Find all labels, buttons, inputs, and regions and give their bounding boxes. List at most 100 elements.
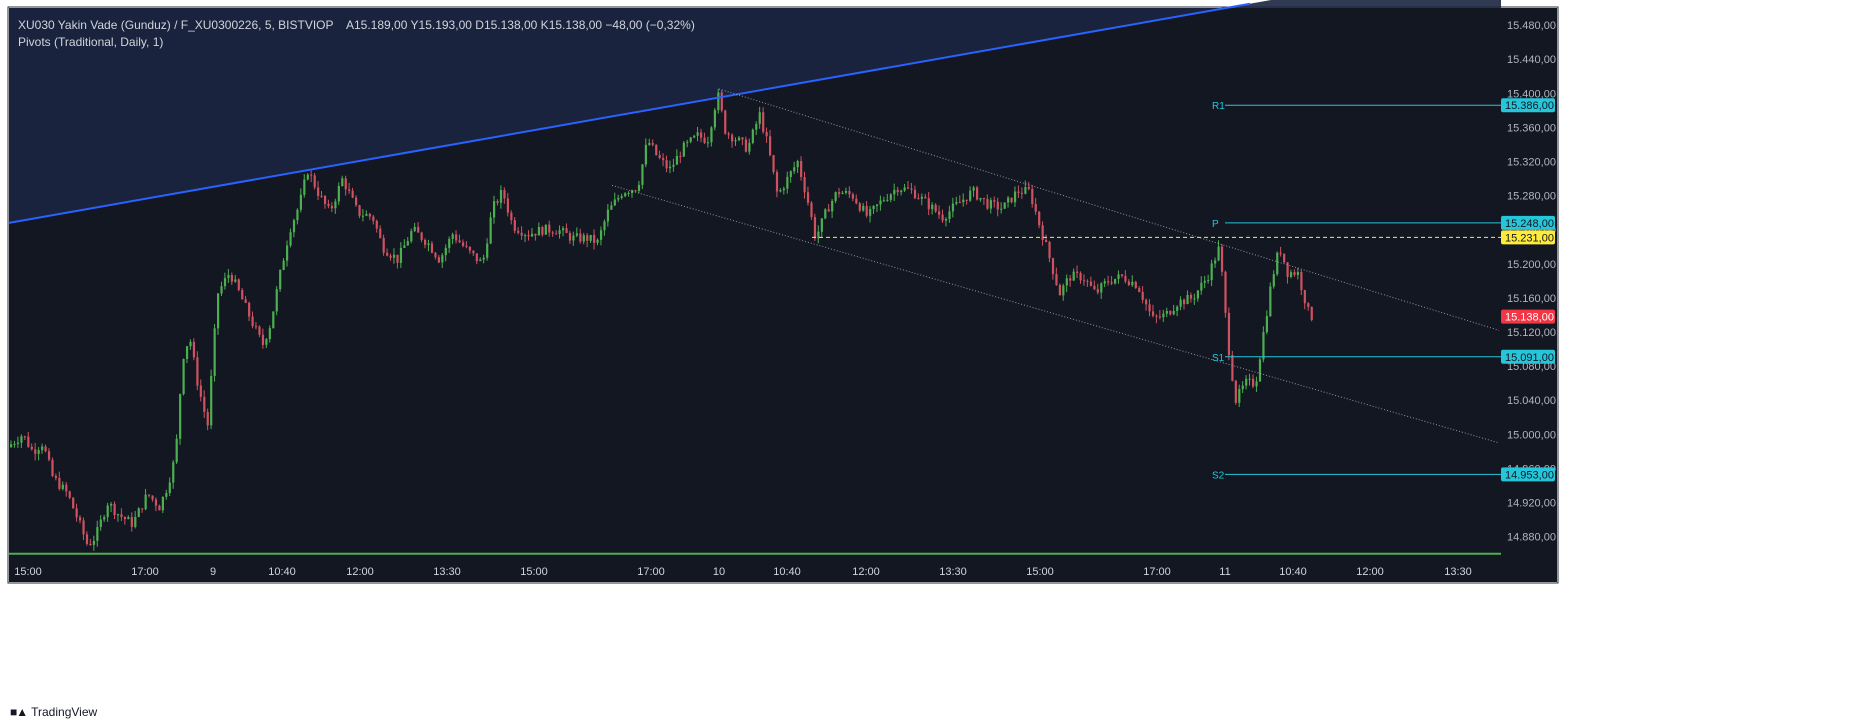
candle-body — [279, 269, 282, 290]
candle-body — [75, 508, 78, 518]
candle-body — [1186, 294, 1189, 305]
candle-body — [361, 215, 365, 217]
candle-body — [1048, 241, 1051, 259]
time-tick-label: 10:40 — [268, 566, 296, 578]
trend-line-channel-lower[interactable] — [611, 184, 1500, 444]
candle-body — [258, 326, 261, 335]
last-price-tag-bg — [1501, 309, 1555, 324]
candle-body — [99, 519, 102, 528]
candle-body — [130, 517, 133, 527]
candle-body — [348, 189, 351, 191]
candle-body — [862, 205, 865, 211]
candle-body — [634, 190, 637, 192]
candle-body — [241, 290, 244, 300]
candle-body — [323, 195, 327, 204]
candle-body — [437, 257, 440, 263]
candle-body — [1172, 310, 1175, 315]
price-tick-label: 15.000,00 — [1507, 429, 1556, 441]
candle-body — [1058, 284, 1061, 296]
candle-body — [530, 233, 534, 237]
trend-line-resistance[interactable] — [8, 2, 1251, 224]
candle-body — [1045, 240, 1048, 242]
price-tick-label: 15.160,00 — [1507, 293, 1556, 305]
candle-body — [68, 491, 71, 498]
candle-body — [448, 238, 451, 248]
candle-body — [651, 143, 654, 145]
candle-body — [1214, 260, 1217, 264]
legend-close-value: 15.138,00 — [548, 18, 603, 32]
candle-body — [106, 505, 109, 518]
candle-body — [375, 220, 378, 229]
candle-body — [179, 394, 182, 439]
candle-body — [499, 189, 503, 203]
candle-body — [562, 228, 565, 231]
candle-body — [389, 255, 392, 258]
candle-body — [503, 189, 506, 199]
candle-body — [161, 496, 164, 511]
candle-body — [537, 226, 541, 236]
candle-body — [444, 247, 447, 256]
time-tick-label: 15:00 — [520, 566, 548, 578]
candle-body — [1224, 271, 1227, 313]
candle-body — [1103, 281, 1106, 284]
time-tick-label: 17:00 — [637, 566, 665, 578]
candle-body — [1096, 289, 1099, 293]
candle-body — [744, 139, 748, 152]
candle-body — [472, 250, 475, 254]
candle-body — [1272, 274, 1275, 287]
candle-body — [555, 233, 558, 235]
time-tick-label: 13:30 — [433, 566, 461, 578]
candle-body — [1093, 285, 1096, 290]
candle-body — [1165, 310, 1168, 314]
pivot-label-s1: S1 — [1212, 353, 1225, 364]
candle-body — [303, 179, 306, 195]
legend-open-value: 15.189,00 — [354, 18, 408, 32]
candle-body — [989, 200, 992, 209]
candle-body — [565, 228, 568, 234]
candle-body — [1231, 355, 1234, 381]
candle-body — [869, 209, 872, 216]
legend-indicator[interactable]: Pivots (Traditional, Daily, 1) — [18, 35, 164, 49]
time-tick-label: 10:40 — [1279, 566, 1307, 578]
candle-body — [586, 235, 589, 241]
candle-body — [237, 279, 240, 291]
candle-body — [341, 178, 344, 187]
candle-body — [420, 232, 423, 240]
candle-body — [696, 132, 699, 136]
candle-body — [527, 235, 530, 237]
footer-brand[interactable]: TradingView — [31, 705, 98, 719]
candle-body — [261, 334, 265, 345]
time-tick-label: 15:00 — [14, 566, 42, 578]
candle-body — [1220, 246, 1224, 272]
candle-body — [910, 188, 913, 190]
candle-body — [154, 499, 158, 506]
candle-body — [741, 137, 744, 140]
candle-body — [265, 339, 268, 345]
candle-body — [534, 233, 537, 236]
candle-body — [893, 189, 896, 195]
candle-body — [658, 155, 661, 159]
candle-body — [27, 436, 30, 447]
candle-body — [931, 204, 934, 210]
candle-body — [779, 190, 782, 192]
candle-body — [800, 160, 803, 178]
price-tick-label: 15.040,00 — [1507, 395, 1556, 407]
trend-line-channel-upper[interactable] — [718, 88, 1500, 331]
candle-body — [213, 328, 216, 376]
candle-body — [617, 197, 620, 200]
candle-body — [1127, 281, 1130, 286]
candle-body — [1138, 288, 1141, 292]
candle-body — [568, 233, 572, 241]
candle-body — [479, 259, 482, 262]
candle-body — [358, 205, 361, 216]
candle-body — [1065, 278, 1068, 286]
candle-body — [1255, 381, 1258, 387]
candle-body — [789, 171, 792, 177]
price-tick-label: 15.280,00 — [1507, 191, 1556, 203]
candle-body — [330, 205, 334, 209]
candle-body — [482, 257, 485, 260]
candle-body — [413, 226, 416, 232]
candle-body — [120, 514, 123, 518]
candle-body — [1000, 208, 1003, 210]
